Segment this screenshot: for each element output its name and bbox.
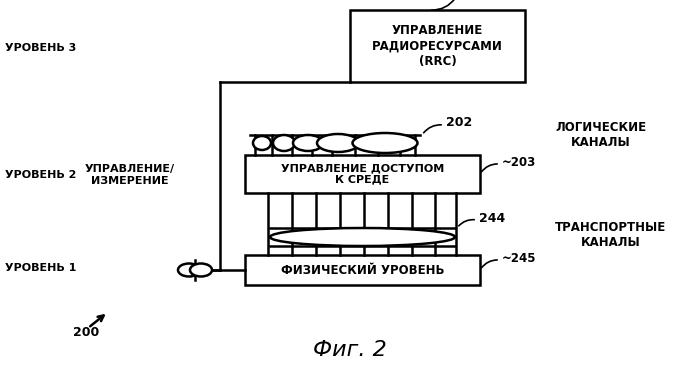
Text: УПРАВЛЕНИЕ/
ИЗМЕРЕНИЕ: УПРАВЛЕНИЕ/ ИЗМЕРЕНИЕ [85,164,175,186]
Bar [245,155,480,193]
Ellipse shape [353,133,417,153]
Ellipse shape [178,264,200,276]
Bar [245,255,480,285]
Ellipse shape [270,228,455,246]
Text: 202: 202 [446,116,473,130]
Text: УРОВЕНЬ 1: УРОВЕНЬ 1 [5,263,76,273]
Ellipse shape [317,134,359,152]
Text: УПРАВЛЕНИЕ
РАДИОРЕСУРСАМИ
(RRC): УПРАВЛЕНИЕ РАДИОРЕСУРСАМИ (RRC) [372,25,503,68]
Ellipse shape [273,135,295,151]
Text: 200: 200 [73,326,99,339]
Text: ~203: ~203 [502,156,536,168]
Text: ~245: ~245 [502,251,536,265]
Ellipse shape [190,264,212,276]
Ellipse shape [293,135,323,151]
Text: УПРАВЛЕНИЕ ДОСТУПОМ
К СРЕДЕ: УПРАВЛЕНИЕ ДОСТУПОМ К СРЕДЕ [281,163,444,185]
Text: УРОВЕНЬ 3: УРОВЕНЬ 3 [5,43,76,53]
Bar [350,10,525,82]
Text: ЛОГИЧЕСКИЕ
КАНАЛЫ: ЛОГИЧЕСКИЕ КАНАЛЫ [555,121,646,149]
Text: ТРАНСПОРТНЫЕ
КАНАЛЫ: ТРАНСПОРТНЫЕ КАНАЛЫ [555,221,666,249]
Text: 244: 244 [479,211,505,225]
Text: УРОВЕНЬ 2: УРОВЕНЬ 2 [5,170,76,180]
Text: Фиг. 2: Фиг. 2 [313,340,387,360]
Ellipse shape [253,136,271,150]
Text: ФИЗИЧЕСКИЙ УРОВЕНЬ: ФИЗИЧЕСКИЙ УРОВЕНЬ [281,264,444,276]
